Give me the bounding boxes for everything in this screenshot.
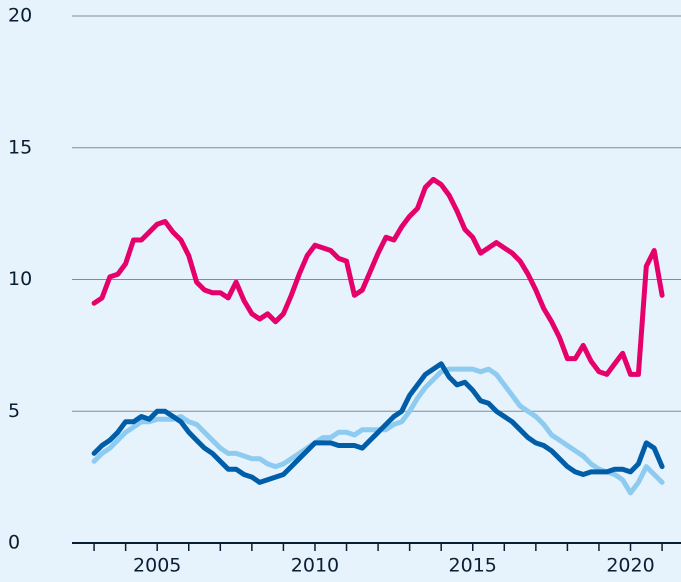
series-line: [91, 176, 665, 377]
y-tick-label: 15: [8, 136, 32, 158]
x-tick-label: 2020: [606, 555, 654, 577]
x-tick-label: 2005: [133, 555, 181, 577]
y-tick-label: 10: [8, 268, 32, 290]
x-tick-label: 2010: [291, 555, 339, 577]
y-tick-label: 5: [8, 400, 20, 422]
series-line: [91, 361, 665, 485]
y-tick-label: 20: [8, 5, 32, 27]
x-tick-label: 2015: [449, 555, 497, 577]
y-tick-label: 0: [8, 532, 20, 554]
